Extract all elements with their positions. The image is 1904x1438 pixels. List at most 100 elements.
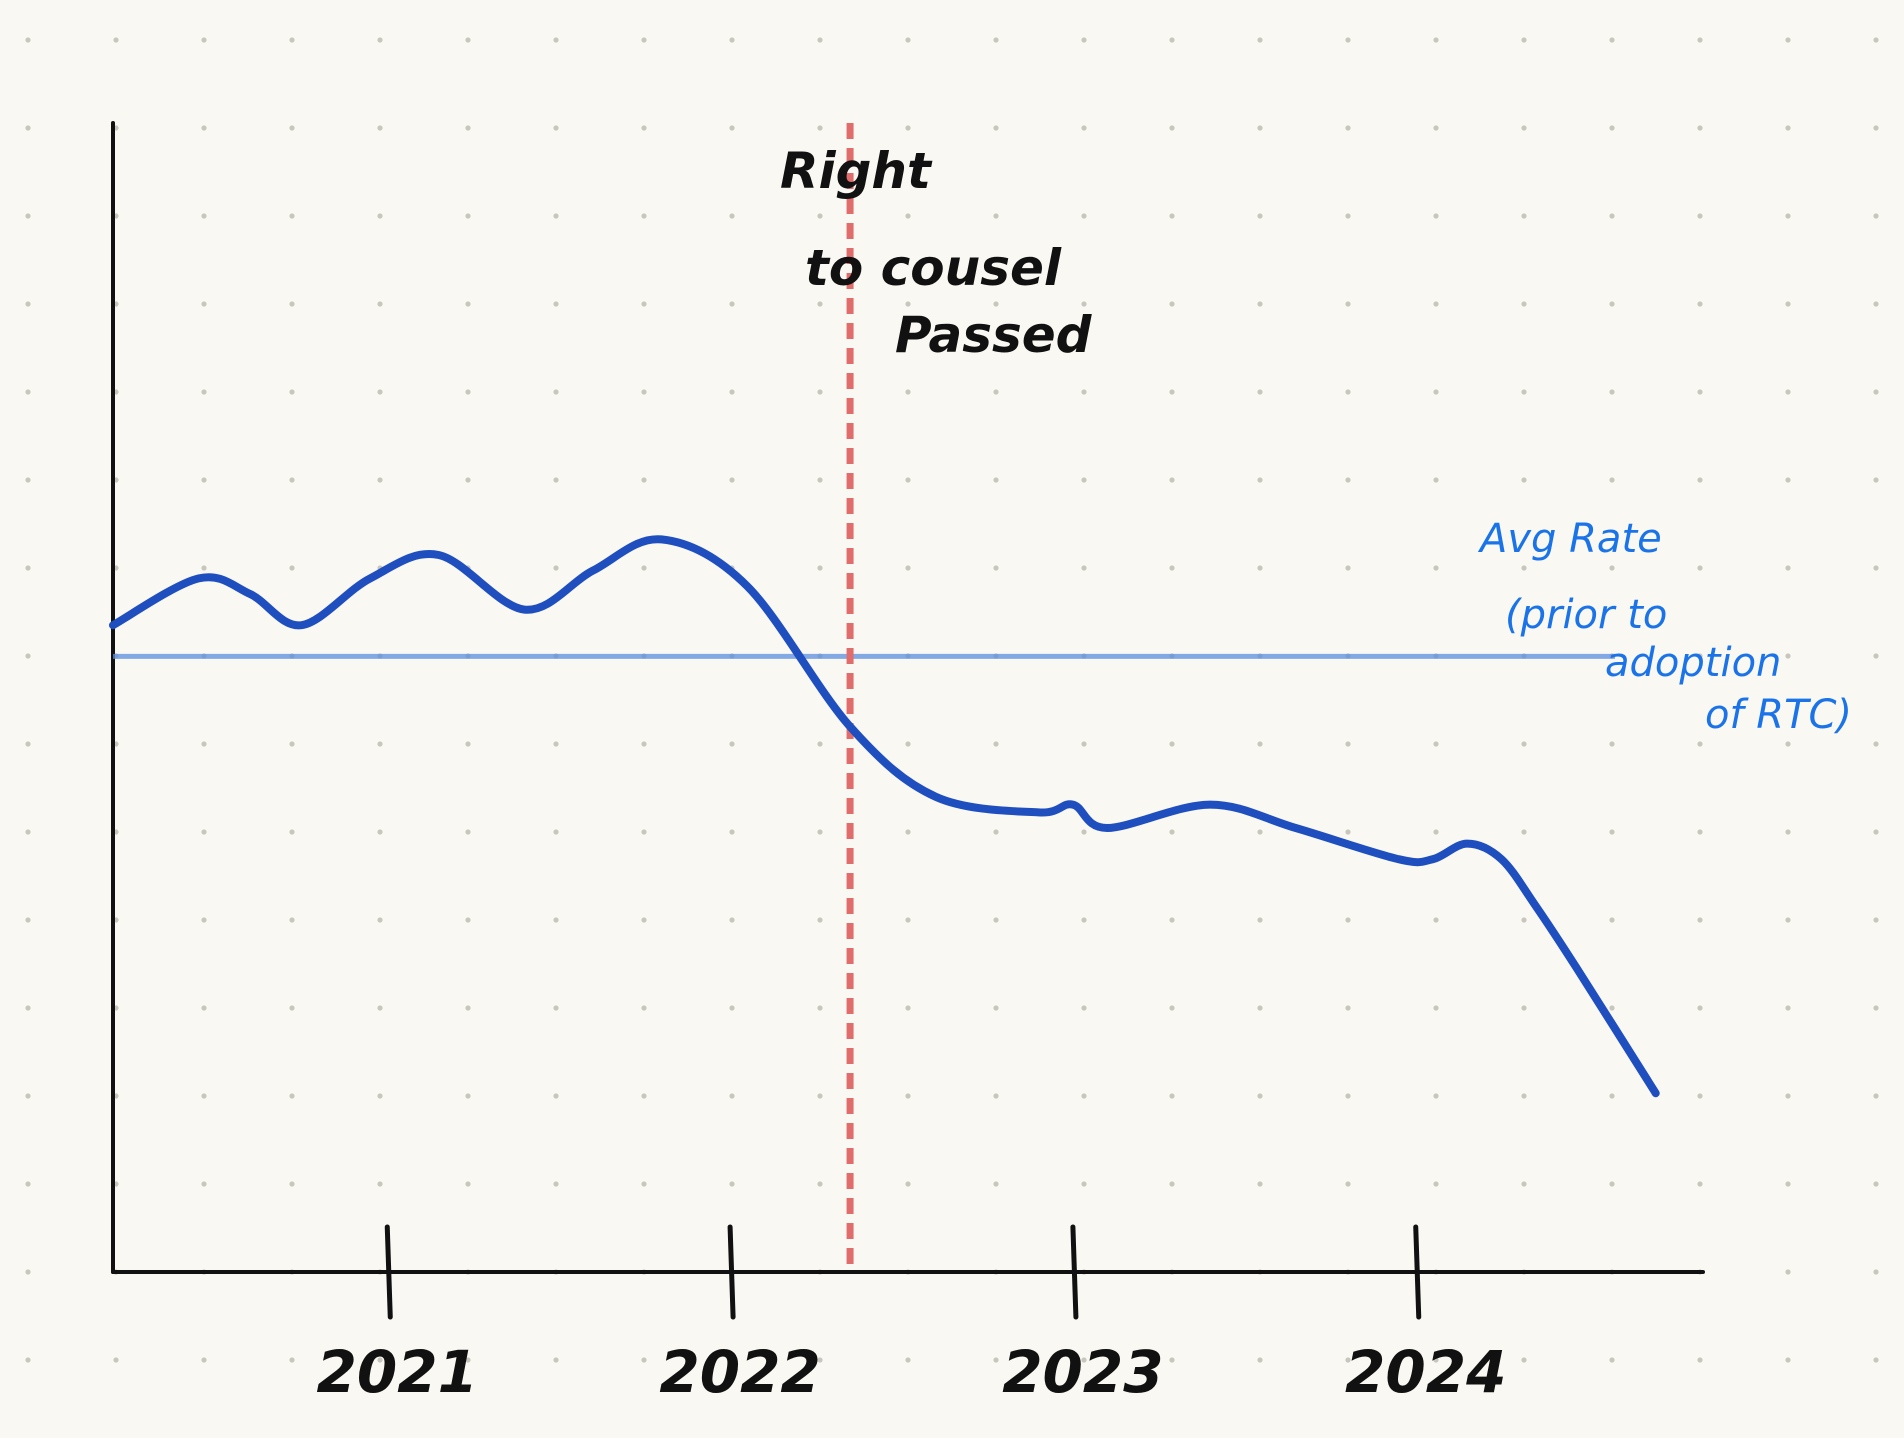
- grid-dot: [817, 389, 823, 395]
- grid-dot: [1169, 1005, 1175, 1011]
- grid-dot: [817, 1005, 823, 1011]
- grid-dot: [1169, 1093, 1175, 1099]
- grid-dot: [1169, 917, 1175, 923]
- grid-dot: [553, 477, 559, 483]
- grid-dot: [1345, 477, 1351, 483]
- grid-dot: [1345, 829, 1351, 835]
- grid-dot: [465, 37, 471, 43]
- grid-dot: [1521, 741, 1527, 747]
- grid-dot: [201, 1181, 207, 1187]
- grid-dot: [25, 477, 31, 483]
- grid-dot: [1785, 917, 1791, 923]
- grid-dot: [201, 1357, 207, 1363]
- grid-dot: [1345, 565, 1351, 571]
- grid-dot: [1609, 917, 1615, 923]
- grid-dot: [993, 1181, 999, 1187]
- grid-dot: [1345, 917, 1351, 923]
- grid-dot: [553, 1005, 559, 1011]
- grid-dot: [641, 301, 647, 307]
- grid-dot: [1873, 213, 1879, 219]
- grid-dot: [993, 37, 999, 43]
- grid-dot: [377, 1005, 383, 1011]
- grid-dot: [1345, 37, 1351, 43]
- grid-dot: [641, 213, 647, 219]
- grid-dot: [1345, 213, 1351, 219]
- grid-dot: [465, 1093, 471, 1099]
- grid-dot: [1609, 389, 1615, 395]
- grid-dot: [1257, 213, 1263, 219]
- grid-dot: [641, 1093, 647, 1099]
- grid-dot: [465, 917, 471, 923]
- x-tick-mark: [1070, 1224, 1079, 1320]
- grid-dot: [289, 917, 295, 923]
- grid-dot: [1873, 477, 1879, 483]
- grid-dot: [1785, 1269, 1791, 1275]
- grid-dot: [729, 741, 735, 747]
- grid-dot: [201, 565, 207, 571]
- grid-dot: [1521, 301, 1527, 307]
- grid-dot: [553, 37, 559, 43]
- grid-dot: [25, 301, 31, 307]
- grid-dot: [993, 741, 999, 747]
- grid-dot: [729, 37, 735, 43]
- grid-dot: [1433, 565, 1439, 571]
- grid-dot: [377, 917, 383, 923]
- grid-dot: [1345, 1005, 1351, 1011]
- grid-dot: [1521, 829, 1527, 835]
- grid-dot: [289, 389, 295, 395]
- grid-dot: [641, 917, 647, 923]
- grid-dot: [905, 1357, 911, 1363]
- grid-dot: [1433, 917, 1439, 923]
- grid-dot: [817, 301, 823, 307]
- grid-dot: [1433, 1181, 1439, 1187]
- grid-dot: [25, 389, 31, 395]
- grid-dot: [1081, 565, 1087, 571]
- grid-dot: [1081, 389, 1087, 395]
- grid-dot: [729, 1181, 735, 1187]
- grid-dot: [1785, 1093, 1791, 1099]
- grid-dot: [729, 301, 735, 307]
- grid-dot: [289, 1357, 295, 1363]
- grid-dot: [1433, 1357, 1439, 1363]
- grid-dot: [993, 213, 999, 219]
- event-label: Right to cousel Passed: [780, 142, 1093, 364]
- grid-dot: [641, 1005, 647, 1011]
- grid-dot: [993, 389, 999, 395]
- grid-dot: [817, 1093, 823, 1099]
- x-tick-label: 2024: [1345, 1338, 1506, 1406]
- event-label-line-3: Passed: [895, 306, 1093, 364]
- grid-dot: [1257, 389, 1263, 395]
- grid-dot: [465, 389, 471, 395]
- grid-dot: [289, 477, 295, 483]
- grid-dot: [1785, 1181, 1791, 1187]
- grid-dot: [465, 301, 471, 307]
- grid-dot: [1697, 653, 1703, 659]
- grid-dot: [817, 917, 823, 923]
- grid-dot: [377, 1181, 383, 1187]
- grid-dot: [1081, 829, 1087, 835]
- grid-dot: [201, 125, 207, 131]
- grid-dot: [1345, 301, 1351, 307]
- grid-dot: [817, 565, 823, 571]
- grid-dot: [25, 741, 31, 747]
- grid-dot: [905, 565, 911, 571]
- grid-dot: [1785, 565, 1791, 571]
- grid-dot: [729, 1005, 735, 1011]
- grid-dot: [1081, 477, 1087, 483]
- grid-dot: [1345, 1093, 1351, 1099]
- dot-grid: [25, 37, 1879, 1363]
- grid-dot: [1345, 125, 1351, 131]
- grid-dot: [1169, 741, 1175, 747]
- grid-dot: [905, 477, 911, 483]
- grid-dot: [1169, 565, 1175, 571]
- grid-dot: [1873, 389, 1879, 395]
- grid-dot: [1521, 1005, 1527, 1011]
- grid-dot: [817, 37, 823, 43]
- grid-dot: [1697, 829, 1703, 835]
- grid-dot: [817, 1181, 823, 1187]
- grid-dot: [1785, 1357, 1791, 1363]
- grid-dot: [25, 37, 31, 43]
- grid-dot: [1169, 301, 1175, 307]
- grid-dot: [201, 1093, 207, 1099]
